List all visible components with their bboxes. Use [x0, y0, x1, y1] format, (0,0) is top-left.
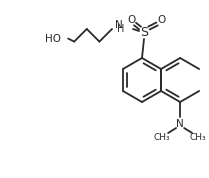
Text: N: N	[115, 20, 123, 30]
Text: N: N	[176, 119, 184, 129]
Text: H: H	[117, 24, 124, 34]
Text: O: O	[157, 15, 165, 25]
Text: CH₃: CH₃	[154, 134, 170, 143]
Text: CH₃: CH₃	[190, 134, 206, 143]
Text: S: S	[140, 25, 148, 38]
Text: O: O	[127, 15, 135, 25]
Text: HO: HO	[45, 34, 61, 44]
